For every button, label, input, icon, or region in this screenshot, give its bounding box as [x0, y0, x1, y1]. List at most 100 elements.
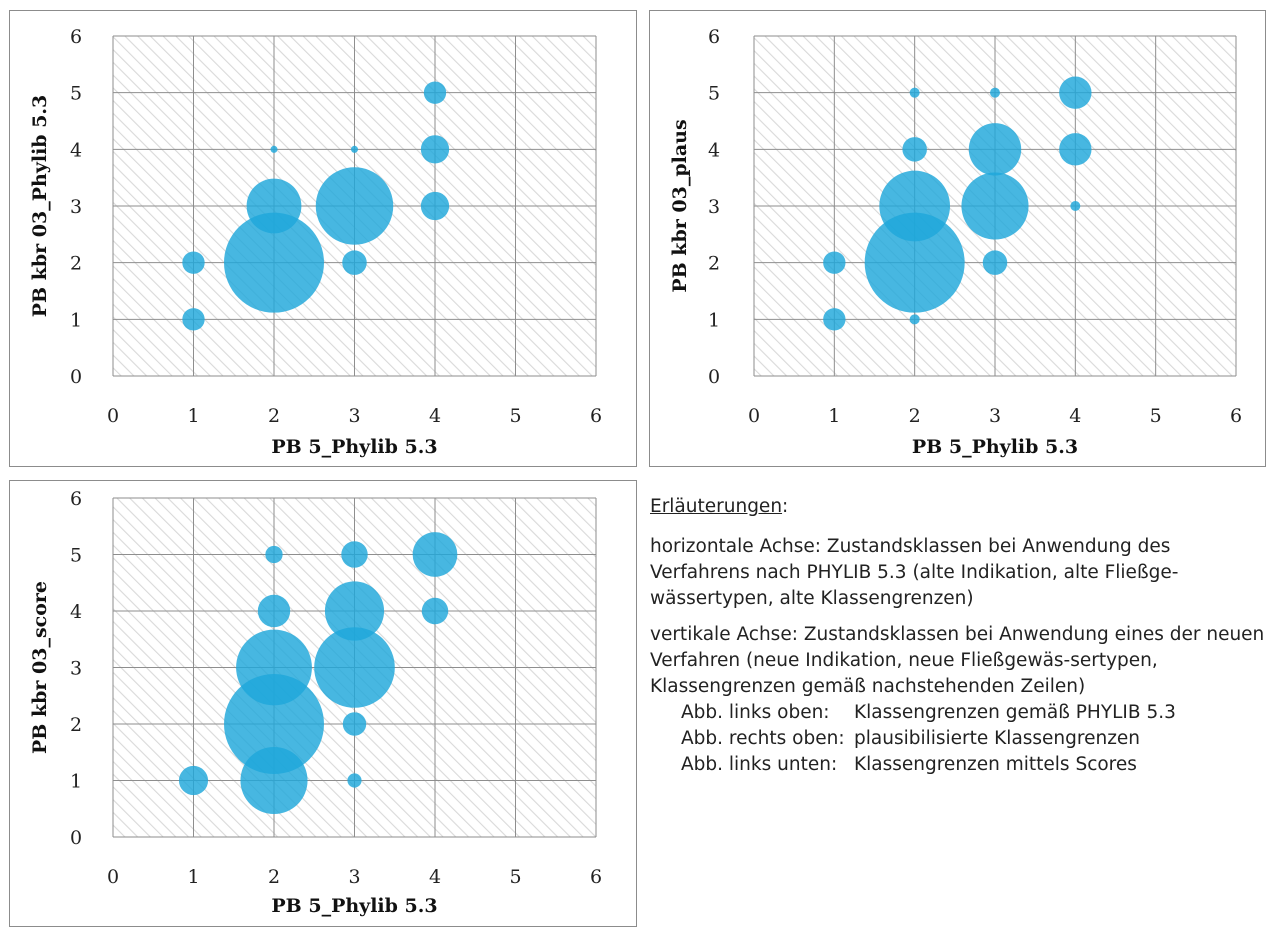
explanations-panel: Erläuterungen: horizontale Achse: Zustan…: [650, 494, 1265, 778]
bubble-point: [968, 123, 1022, 176]
x-tick-label: 6: [1230, 405, 1242, 427]
figure-legend-row: Abb. links oben: Klassengrenzen gemäß PH…: [650, 700, 1265, 726]
vertical-axis-note: vertikale Achse: Zustandsklassen bei Anw…: [650, 624, 1265, 697]
bubble-point: [909, 314, 920, 325]
x-tick-label: 4: [1069, 405, 1081, 427]
bubble-point: [236, 629, 312, 706]
bubble-point: [265, 545, 283, 564]
horizontal-axis-note: horizontale Achse: Zustandsklassen bei A…: [650, 536, 1179, 609]
y-tick-label: 6: [70, 26, 82, 48]
chart-bottom-left: 0 1 2 3 4 5 6 0 1 2 3 4 5 6 PB 5_Phylib 5.3 PB kbr 03_s…: [9, 480, 637, 927]
y-tick-label: 5: [708, 83, 720, 105]
bubble-point: [909, 87, 920, 98]
x-axis-title: PB 5_Phylib 5.3: [912, 436, 1078, 458]
x-tick-label: 3: [348, 405, 360, 427]
x-axis-title: PB 5_Phylib 5.3: [271, 895, 437, 917]
y-tick-label: 0: [70, 366, 82, 388]
explanations-heading-colon: :: [782, 496, 789, 517]
x-tick-label: 4: [429, 405, 441, 427]
y-tick-label: 5: [70, 83, 82, 105]
y-tick-label: 2: [708, 253, 720, 275]
y-tick-label: 4: [708, 139, 720, 161]
y-tick-label: 1: [708, 309, 720, 331]
bubble-point: [864, 212, 965, 313]
chart-bottom-left-svg: 0 1 2 3 4 5 6 0 1 2 3 4 5 6 PB 5_Phylib 5.3 PB kbr 03_s…: [29, 488, 602, 917]
bubble-point: [341, 541, 368, 568]
bubble-point: [823, 251, 846, 274]
chart-top-right: 0 1 2 3 4 5 6 0 1 2 3 4 5 6 PB 5_Phylib 5.3 PB kbr 03_p…: [649, 10, 1266, 467]
x-tick-label: 1: [187, 405, 199, 427]
bubble-point: [420, 191, 450, 221]
chart-top-left: 0 1 2 3 4 5 6 0 1 2 3 4 5 6 PB 5_Phylib 5.3 PB kbr 03_P…: [9, 10, 637, 467]
y-tick-label: 1: [70, 771, 82, 793]
x-tick-label: 6: [590, 866, 602, 888]
x-axis-title: PB 5_Phylib 5.3: [271, 436, 437, 458]
y-axis-title: PB kbr 03_Phylib 5.3: [29, 95, 51, 318]
chart-top-right-svg: 0 1 2 3 4 5 6 0 1 2 3 4 5 6 PB 5_Phylib 5.3 PB kbr 03_p…: [669, 26, 1242, 458]
bubble-point: [879, 170, 951, 242]
x-tick-label: 2: [268, 866, 280, 888]
figure-legend-key: Abb. rechts oben:: [681, 728, 845, 749]
y-tick-label: 4: [70, 601, 82, 623]
chart-top-left-svg: 0 1 2 3 4 5 6 0 1 2 3 4 5 6 PB 5_Phylib 5.3 PB kbr 03_P…: [29, 26, 602, 458]
bubble-point: [246, 178, 302, 234]
figure-legend-value: plausibilisierte Klassengrenzen: [854, 728, 1141, 749]
y-tick-label: 1: [70, 309, 82, 331]
y-tick-label: 2: [70, 714, 82, 736]
figure-legend-key: Abb. links oben:: [681, 702, 830, 723]
y-tick-label: 3: [70, 658, 82, 680]
y-tick-label: 5: [70, 545, 82, 567]
x-tick-label: 0: [107, 866, 119, 888]
bubble-point: [412, 532, 458, 577]
bubble-point: [823, 308, 846, 331]
bubble-point: [961, 172, 1029, 240]
y-tick-label: 4: [70, 139, 82, 161]
x-tick-label: 4: [429, 866, 441, 888]
bubble-point: [1059, 133, 1092, 166]
bubble-point: [350, 145, 359, 153]
bubble-point: [342, 250, 367, 275]
figure-legend-value: Klassengrenzen gemäß PHYLIB 5.3: [854, 702, 1176, 723]
bubble-point: [315, 167, 394, 245]
x-tick-label: 0: [748, 405, 760, 427]
y-tick-label: 3: [70, 196, 82, 218]
x-tick-label: 2: [909, 405, 921, 427]
bubble-point: [270, 145, 278, 153]
x-tick-label: 3: [348, 866, 360, 888]
figure-legend-key: Abb. links unten:: [681, 754, 838, 775]
y-axis-title: PB kbr 03_plaus: [669, 119, 691, 292]
y-tick-label: 3: [708, 196, 720, 218]
x-tick-label: 5: [509, 405, 521, 427]
bubble-point: [347, 773, 362, 788]
explanations-heading-line: Erläuterungen:: [650, 494, 1265, 520]
bubble-point: [420, 135, 450, 164]
x-tick-label: 1: [187, 866, 199, 888]
y-tick-label: 6: [708, 26, 720, 48]
x-tick-label: 6: [590, 405, 602, 427]
x-tick-label: 2: [268, 405, 280, 427]
bubble-point: [982, 250, 1008, 275]
bubble-point: [990, 87, 1000, 98]
x-tick-label: 3: [989, 405, 1001, 427]
y-tick-label: 0: [708, 366, 720, 388]
bubble-point: [257, 594, 291, 628]
x-tick-label: 1: [828, 405, 840, 427]
y-axis-title: PB kbr 03_score: [29, 581, 51, 754]
bubble-point: [178, 765, 209, 796]
bubble-point: [342, 712, 367, 736]
explanations-heading: Erläuterungen: [650, 496, 783, 517]
bubble-point: [182, 251, 205, 274]
bubble-point: [182, 308, 205, 331]
y-tick-label: 0: [70, 827, 82, 849]
bubble-point: [1059, 76, 1092, 109]
bubble-point: [421, 597, 449, 625]
x-tick-label: 5: [509, 866, 521, 888]
bubble-point: [1070, 201, 1081, 211]
bubble-point: [423, 81, 447, 104]
y-tick-label: 2: [70, 253, 82, 275]
bubble-point: [324, 581, 385, 641]
x-tick-label: 5: [1150, 405, 1162, 427]
figure-legend-row: Abb. rechts oben: plausibilisierte Klass…: [650, 726, 1265, 752]
x-tick-label: 0: [107, 405, 119, 427]
bubble-point: [314, 627, 395, 708]
